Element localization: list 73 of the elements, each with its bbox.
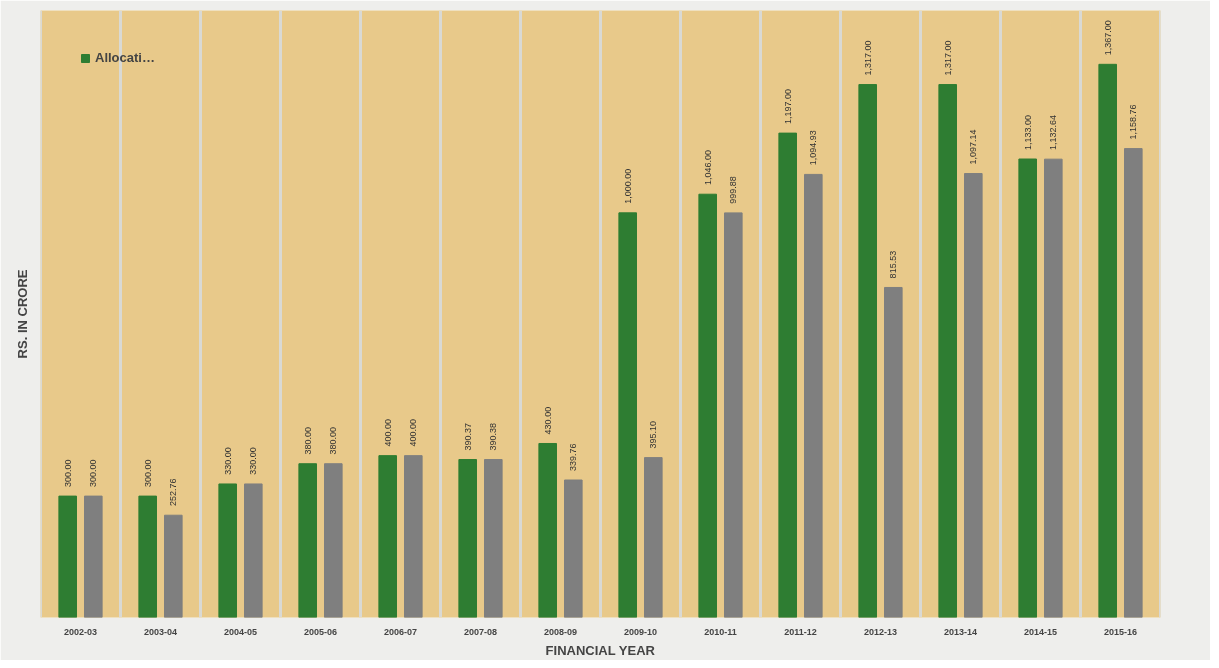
- x-tick-label: 2004-05: [223, 626, 258, 637]
- bar: [538, 442, 557, 618]
- x-tick-label: 2012-13: [863, 626, 898, 637]
- bar: [378, 455, 397, 618]
- data-label: 300.00: [62, 459, 73, 487]
- data-label: 400.00: [382, 419, 393, 447]
- x-tick-label: 2007-08: [463, 626, 498, 637]
- data-label: 430.00: [542, 406, 553, 435]
- data-label: 252.76: [168, 478, 179, 507]
- data-label: 1,132.64: [1048, 115, 1059, 151]
- bar: [164, 514, 183, 618]
- bar: [858, 84, 877, 618]
- data-label: 815.53: [888, 250, 899, 279]
- bar: [1124, 148, 1143, 618]
- data-label: 1,133.00: [1022, 114, 1033, 150]
- bar: [964, 173, 983, 618]
- data-label: 380.00: [302, 427, 313, 455]
- data-label: 390.38: [488, 422, 499, 451]
- bar: [324, 463, 343, 618]
- bar: [644, 457, 663, 618]
- data-label: 1,158.76: [1128, 104, 1139, 140]
- bar: [218, 483, 237, 618]
- x-tick-label: 2010-11: [704, 626, 737, 637]
- data-label: 1,197.00: [782, 88, 793, 125]
- bar: [404, 455, 423, 618]
- x-tick-label: 2015-16: [1103, 626, 1138, 637]
- data-label: 339.76: [568, 443, 579, 471]
- x-tick-label: 2011-12: [784, 626, 817, 637]
- data-label: 400.00: [408, 419, 419, 447]
- x-tick-label: 2014-15: [1023, 626, 1058, 637]
- data-label: 300.00: [88, 459, 99, 487]
- data-label: 1,046.00: [702, 150, 713, 186]
- x-tick-label: 2013-14: [943, 626, 978, 637]
- bar: [1044, 158, 1063, 618]
- bar: [84, 495, 103, 618]
- bar: [458, 459, 477, 618]
- data-label: 999.88: [728, 176, 739, 204]
- bar: [484, 459, 503, 618]
- data-label: 300.00: [142, 459, 153, 487]
- data-label: 1,367.00: [1102, 20, 1113, 56]
- data-label: 1,317.00: [942, 40, 953, 76]
- legend-label: Allocati…: [95, 50, 155, 65]
- bar: [138, 495, 157, 618]
- data-label: 330.00: [222, 447, 233, 475]
- data-label: 1,317.00: [862, 40, 873, 76]
- bar: [58, 495, 77, 618]
- x-tick-label: 2003-04: [143, 626, 178, 637]
- bar: [1018, 158, 1037, 618]
- data-label: 390.37: [462, 422, 473, 451]
- bar: [938, 84, 957, 618]
- bar: [1098, 63, 1117, 618]
- x-tick-label: 2009-10: [623, 626, 658, 637]
- x-tick-label: 2005-06: [303, 626, 338, 637]
- y-axis-title: RS. IN CRORE: [14, 269, 30, 359]
- x-tick-label: 2002-03: [63, 626, 98, 637]
- data-label: 1,000.00: [622, 168, 633, 204]
- bar: [884, 286, 903, 618]
- bar: [298, 463, 317, 618]
- bar: [698, 193, 717, 618]
- bar: [724, 212, 743, 618]
- x-tick-label: 2006-07: [383, 626, 418, 637]
- data-label: 1,097.14: [968, 129, 979, 165]
- data-label: 1,094.93: [808, 130, 819, 166]
- bar: [778, 132, 797, 618]
- bar: [804, 173, 823, 618]
- bar: [564, 479, 583, 618]
- data-label: 330.00: [248, 447, 259, 475]
- x-axis-title: FINANCIAL YEAR: [545, 642, 656, 658]
- bar: [618, 212, 637, 618]
- x-tick-label: 2008-09: [543, 626, 578, 637]
- bar: [244, 483, 263, 618]
- data-label: 380.00: [328, 427, 339, 455]
- data-label: 395.10: [648, 420, 659, 449]
